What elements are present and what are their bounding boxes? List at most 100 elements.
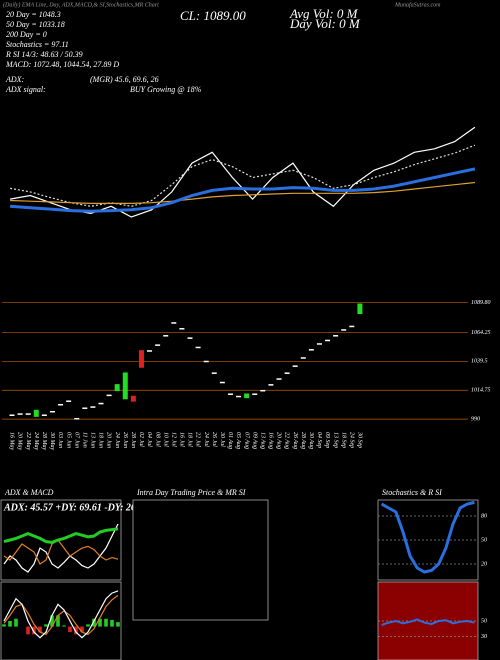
- candle: [25, 413, 31, 415]
- hist-bar: [50, 615, 54, 627]
- x-tick-label: 30 Jul: [219, 431, 225, 447]
- top-line: (Daily) EMA Line, Day, ADX,MACD,& SI,Sto…: [3, 1, 159, 8]
- x-tick-label: 08 Jul: [154, 432, 160, 447]
- y-tick-label: 30: [480, 634, 487, 640]
- x-tick-label: 18 Jun: [98, 432, 104, 448]
- candle: [138, 350, 144, 368]
- x-tick-label: 09 Aug: [251, 432, 257, 449]
- y-tick-label: 1014.75: [471, 387, 491, 394]
- x-tick-label: 01 Aug: [227, 432, 233, 449]
- stat: 20 Day = 1048.3: [6, 10, 61, 19]
- candle: [90, 406, 96, 408]
- close-price: CL: 1089.00: [180, 8, 246, 23]
- candle: [82, 407, 88, 409]
- hist-bar: [32, 626, 36, 635]
- hist-bar: [116, 622, 120, 627]
- candle: [155, 344, 161, 346]
- candle: [130, 395, 136, 402]
- x-tick-label: 26 Jun: [122, 432, 128, 448]
- x-tick-label: 20 Aug: [276, 432, 282, 449]
- hist-bar: [8, 621, 12, 627]
- x-tick-label: 28 Jun: [130, 432, 136, 448]
- x-tick-label: 20 Jun: [106, 432, 112, 448]
- x-tick-label: 10 Jul: [162, 432, 168, 447]
- stat: Day Vol: 0 M: [289, 16, 361, 31]
- x-tick-label: 26 Aug: [292, 432, 298, 449]
- x-tick-label: 18 Sep: [340, 432, 346, 448]
- series-line: [3, 539, 119, 565]
- x-tick-label: 26 Jul: [211, 432, 217, 447]
- y-tick-label: 1064.25: [471, 329, 491, 336]
- adx-label: ADX signal:: [5, 85, 46, 94]
- candle: [33, 409, 39, 417]
- candle: [9, 414, 15, 416]
- x-tick-label: 28 Aug: [300, 432, 306, 449]
- x-tick-label: 16 Jul: [179, 432, 185, 447]
- candle: [195, 346, 201, 349]
- candle: [163, 335, 169, 337]
- x-tick-label: 24 Jul: [203, 432, 210, 447]
- candle: [66, 400, 72, 402]
- candle: [41, 414, 47, 416]
- hist-bar: [86, 624, 90, 627]
- y-tick-label: 1039.5: [471, 359, 488, 365]
- panel-title: Intra Day Trading Price & MR SI: [136, 488, 246, 497]
- candle: [276, 378, 282, 380]
- x-tick-label: 30 May: [49, 431, 55, 450]
- candle: [357, 303, 363, 315]
- x-tick-label: 07 Jun: [73, 432, 79, 448]
- candle: [17, 413, 23, 415]
- candle: [333, 335, 339, 337]
- adx-label: ADX:: [5, 75, 25, 84]
- candle: [187, 337, 193, 339]
- hist-bar: [98, 618, 102, 627]
- hist-bar: [110, 619, 114, 627]
- candle: [308, 349, 314, 351]
- panel-title: Stochastics & R SI: [382, 488, 442, 497]
- stat: R SI 14/3: 48.63 / 50.39: [5, 50, 83, 59]
- x-tick-label: 13 Aug: [259, 432, 265, 449]
- x-tick-label: 22 Jul: [195, 432, 201, 447]
- hist-bar: [92, 618, 96, 627]
- x-tick-label: 16 Aug: [268, 432, 274, 449]
- hist-bar: [56, 615, 60, 627]
- stat: 200 Day = 0: [6, 30, 47, 39]
- x-tick-label: 22 May: [25, 432, 31, 450]
- x-tick-label: 13 Sep: [332, 432, 338, 448]
- series-line: [10, 181, 475, 204]
- x-tick-label: 09 Sep: [324, 432, 330, 448]
- candle: [300, 357, 306, 359]
- site: MunafaSutras.com: [394, 1, 441, 8]
- x-tick-label: 05 Aug: [235, 432, 241, 449]
- candle: [114, 384, 120, 392]
- candle: [260, 389, 266, 392]
- candle: [147, 350, 153, 352]
- series-line: [380, 500, 475, 574]
- candle: [171, 322, 177, 324]
- panel-subtitle: ADX: 45.57 +DY: 69.61 -DY: 26.03: [3, 502, 148, 513]
- y-tick-label: 1089.80: [471, 300, 491, 306]
- x-tick-label: 24 May: [33, 432, 40, 450]
- candle: [236, 395, 242, 398]
- x-tick-label: 07 Aug: [243, 432, 249, 449]
- y-tick-label: 80: [481, 513, 487, 519]
- x-tick-label: 24 Jun: [114, 432, 121, 448]
- x-tick-label: 20 May: [17, 432, 23, 450]
- candle: [179, 328, 185, 330]
- x-tick-label: 04 Jul: [146, 432, 153, 447]
- candle: [252, 393, 258, 395]
- stat: Stochastics = 97.11: [6, 40, 69, 49]
- hist-bar: [44, 624, 48, 627]
- candle: [106, 394, 112, 397]
- y-tick-label: 50: [481, 618, 487, 624]
- x-tick-label: 16 May: [9, 432, 15, 450]
- x-tick-label: 04 Sep: [316, 432, 323, 448]
- hist-bar: [104, 618, 108, 627]
- panel: [0, 581, 122, 660]
- series-line: [381, 618, 475, 626]
- candle: [122, 372, 128, 400]
- candle: [284, 372, 290, 374]
- candle: [58, 403, 64, 406]
- x-tick-label: 05 Jun: [65, 432, 71, 448]
